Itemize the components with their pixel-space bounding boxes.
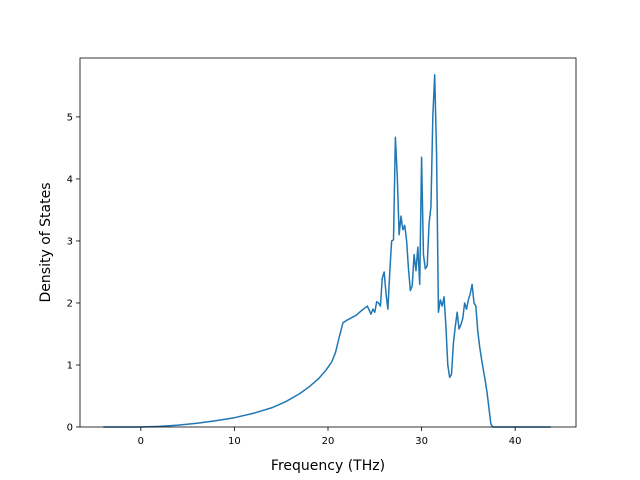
x-tick-label: 20 (322, 436, 335, 447)
y-tick-label: 4 (67, 174, 73, 185)
x-tick-label: 40 (509, 436, 522, 447)
y-tick-label: 1 (67, 360, 73, 371)
y-tick-label: 0 (67, 423, 73, 434)
x-tick-label: 30 (415, 436, 428, 447)
y-tick-label: 5 (67, 112, 73, 123)
x-tick-label: 10 (228, 436, 241, 447)
x-axis-title: Frequency (THz) (271, 458, 385, 474)
series-layer (103, 73, 551, 428)
x-axis-ticks: 0 10 20 30 40 (138, 427, 522, 447)
y-tick-label: 3 (67, 236, 73, 247)
plot-area (80, 58, 576, 427)
y-axis-title: Density of States (38, 183, 54, 303)
series-line-0 (103, 73, 551, 428)
y-tick-label: 2 (67, 298, 73, 309)
y-axis-ticks: 0 1 2 3 4 5 (67, 112, 80, 434)
x-tick-label: 0 (138, 436, 144, 447)
plot-frame (79, 57, 577, 428)
